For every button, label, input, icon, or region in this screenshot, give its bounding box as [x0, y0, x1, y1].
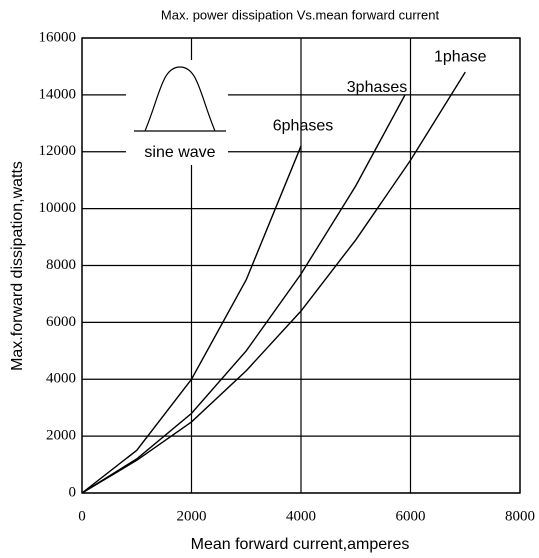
y-tick-label: 0: [69, 484, 77, 500]
chart-title: Max. power dissipation Vs.mean forward c…: [161, 7, 440, 22]
series-line: [81, 94, 406, 494]
x-tick-label: 8000: [505, 508, 535, 524]
inset-background: [126, 60, 228, 165]
y-tick-label: 14000: [39, 86, 77, 102]
y-tick-label: 4000: [46, 371, 76, 387]
x-tick-label: 0: [78, 508, 86, 524]
series-label: 1phase: [434, 48, 487, 65]
x-tick-label: 6000: [396, 508, 426, 524]
y-axis-label: Max.forward dissipation,watts: [9, 161, 26, 371]
x-tick-label: 2000: [177, 508, 207, 524]
series-label: 3phases: [347, 79, 408, 96]
y-tick-label: 12000: [39, 143, 77, 159]
y-tick-label: 2000: [46, 428, 76, 444]
inset-label: sine wave: [144, 144, 215, 161]
y-tick-label: 8000: [46, 257, 76, 273]
series-line: [81, 145, 302, 494]
x-axis-label: Mean forward current,amperes: [191, 536, 410, 553]
series-line: [81, 71, 466, 494]
y-tick-label: 10000: [39, 200, 77, 216]
x-tick-label: 4000: [286, 508, 316, 524]
y-tick-label: 16000: [39, 29, 77, 45]
y-tick-label: 6000: [46, 314, 76, 330]
plot-frame: [81, 37, 521, 494]
series-label: 6phases: [273, 117, 334, 134]
inset-sine-icon: [144, 66, 216, 132]
